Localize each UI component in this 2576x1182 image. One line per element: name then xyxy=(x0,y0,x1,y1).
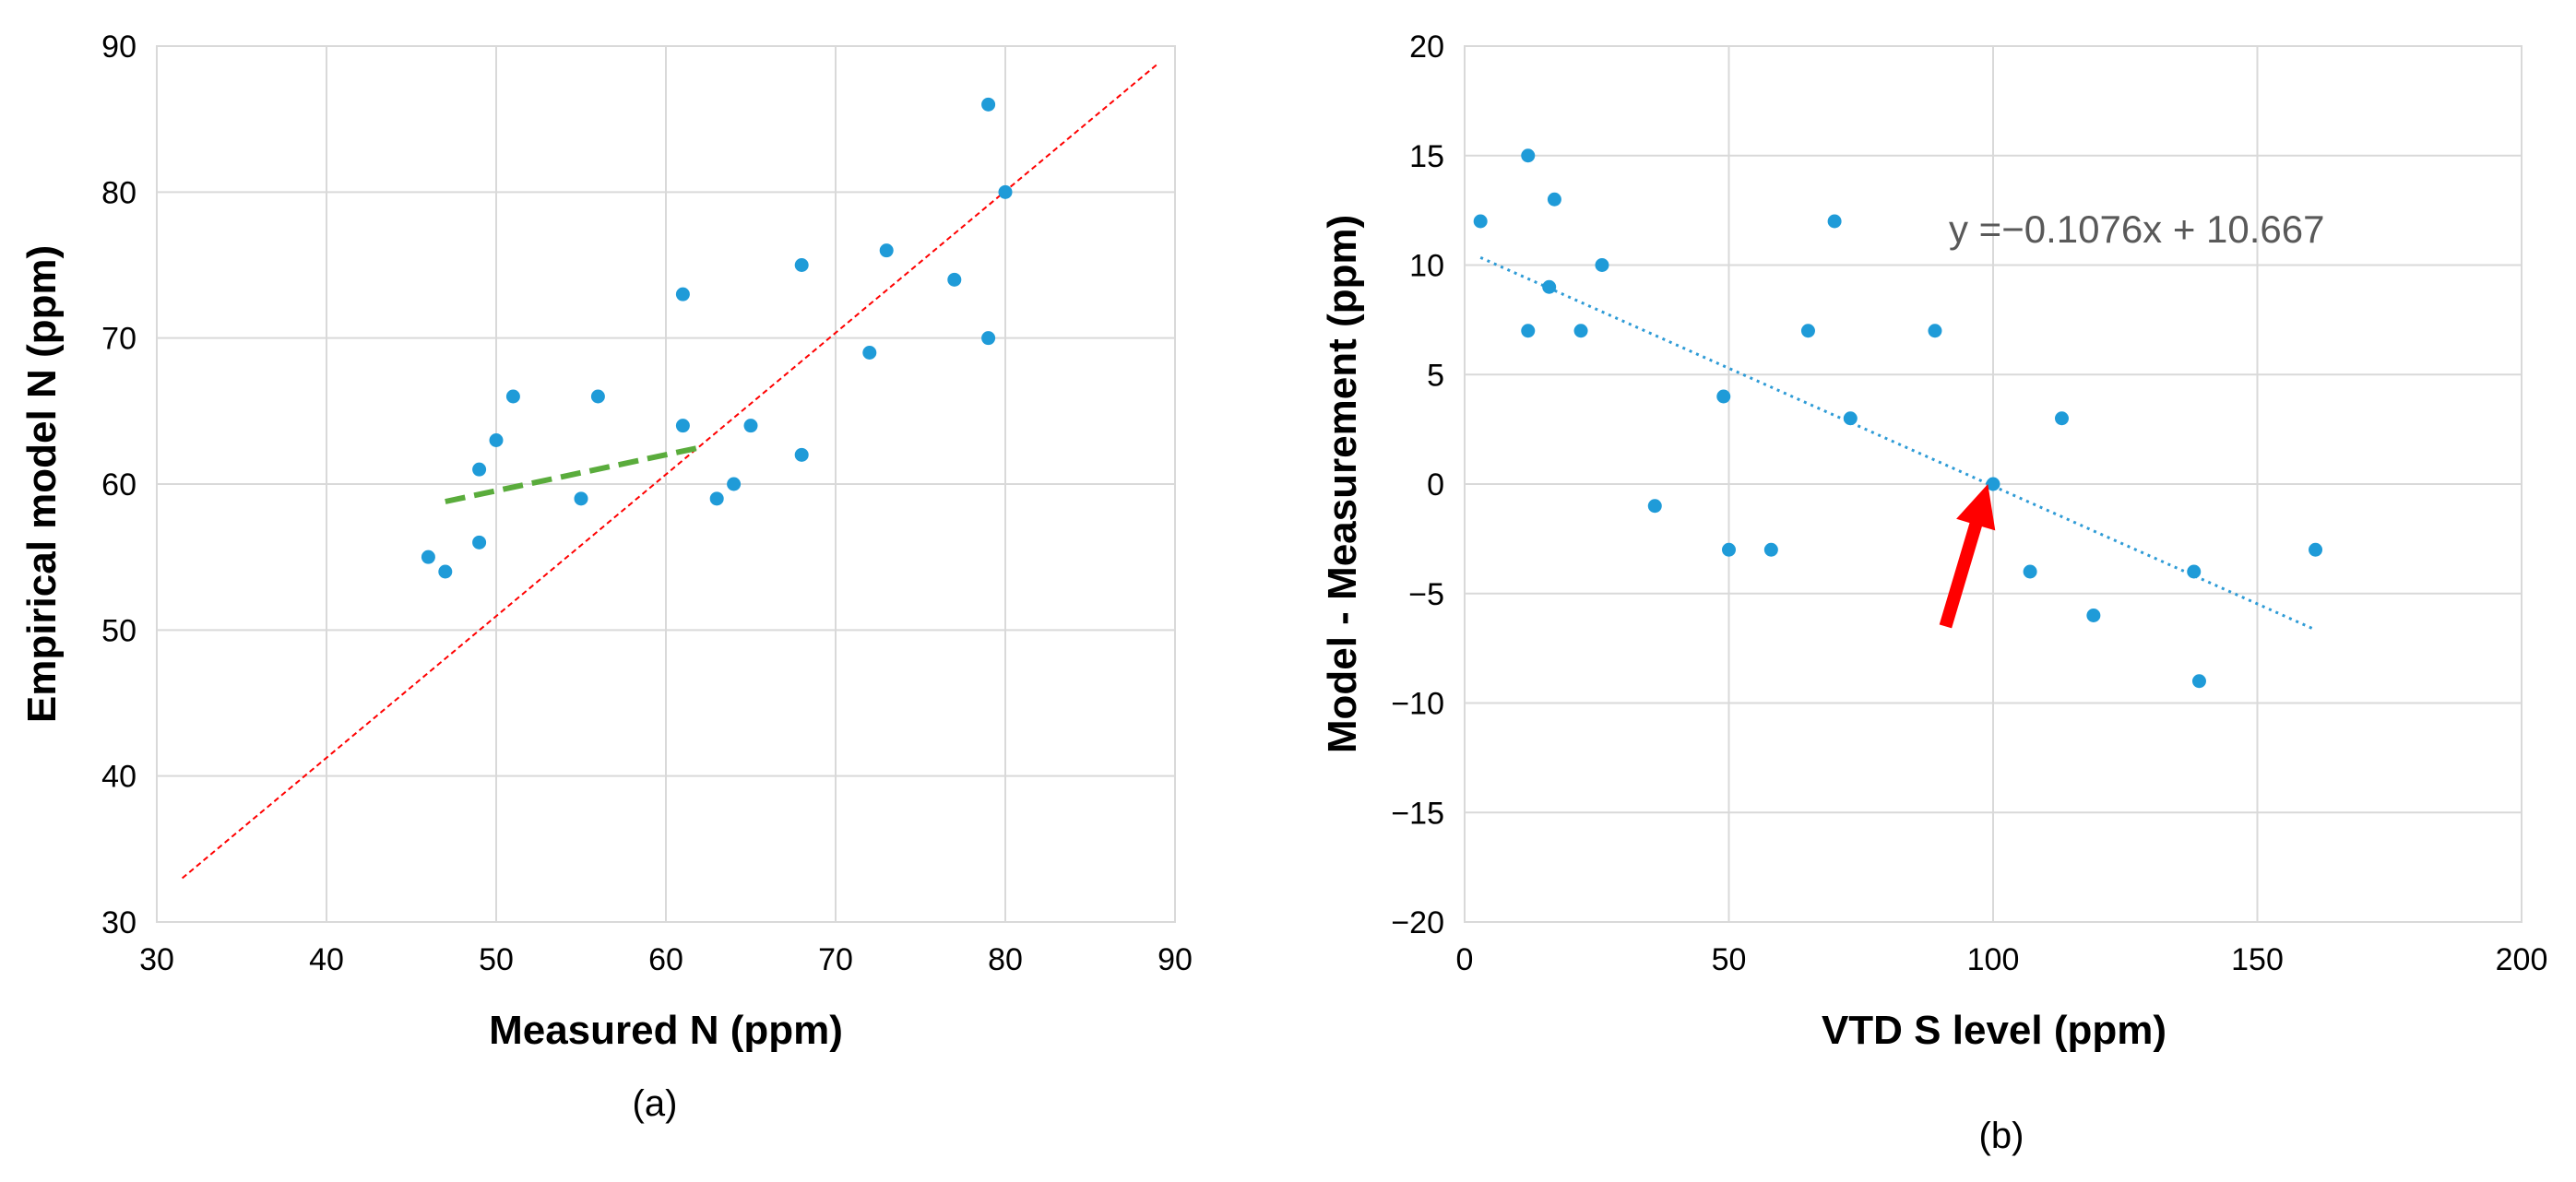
chart-b-data-point xyxy=(1547,192,1561,207)
chart-a-data-point xyxy=(574,491,588,506)
chart-a-x-tick-label: 70 xyxy=(818,942,853,977)
chart-a-data-point xyxy=(981,97,996,112)
chart-b-data-point xyxy=(2309,542,2323,557)
chart-a-data-point xyxy=(947,272,962,287)
chart-b-data-point xyxy=(1473,214,1488,229)
chart-b-data-point xyxy=(1647,499,1662,514)
chart-a-x-tick-label: 40 xyxy=(309,942,344,977)
chart-a-data-point xyxy=(879,243,894,258)
chart-a-y-axis-title: Empirical model N (ppm) xyxy=(19,245,65,723)
chart-b-trendline xyxy=(1479,255,2317,632)
chart-b-arrow-annotation xyxy=(1939,484,1996,629)
chart-b-data-point xyxy=(1722,542,1736,557)
chart-b-y-tick-label: 0 xyxy=(1427,467,1444,502)
chart-b-y-axis-title: Model - Measurement (ppm) xyxy=(1320,215,1365,753)
chart-b-data-point xyxy=(1573,324,1588,338)
chart-a-data-point xyxy=(505,389,520,404)
chart-a-data-point xyxy=(472,535,487,550)
chart-a-x-tick-label: 50 xyxy=(479,942,514,977)
chart-a-data-point xyxy=(862,346,877,360)
chart-a-x-tick-label: 30 xyxy=(139,942,174,977)
chart-a-y-tick-labels: 30 40 50 60 70 80 90 xyxy=(101,30,137,940)
chart-a-data-point xyxy=(998,184,1013,199)
chart-a-data-point xyxy=(794,447,809,462)
chart-a-y-tick-label: 80 xyxy=(101,175,137,210)
chart-b-y-tick-label: 20 xyxy=(1409,30,1444,65)
chart-b-x-tick-label: 150 xyxy=(2231,942,2284,977)
chart-a-x-tick-labels: 30 40 50 60 70 80 90 xyxy=(139,942,1193,977)
chart-a-y-tick-label: 90 xyxy=(101,30,137,65)
chart-a-one-to-one-line xyxy=(181,63,1159,880)
chart-b-data-point xyxy=(2086,609,2101,622)
chart-b-lines xyxy=(1479,255,2317,632)
chart-b-y-tick-label: −5 xyxy=(1408,577,1444,612)
chart-a-data-point xyxy=(743,419,758,433)
chart-b-caption: (b) xyxy=(1979,1116,2024,1156)
chart-b-x-tick-label: 200 xyxy=(2496,942,2548,977)
chart-b-y-tick-label: 5 xyxy=(1427,358,1444,393)
chart-b-data-point xyxy=(1800,324,1815,338)
chart-a-points xyxy=(421,97,1013,579)
chart-b-data-point xyxy=(2054,411,2069,426)
chart-a-data-point xyxy=(438,564,453,579)
chart-b-data-point xyxy=(1521,324,1536,338)
chart-a-data-point xyxy=(794,258,809,272)
chart-b-data-point xyxy=(2187,564,2202,579)
chart-a-data-point xyxy=(590,389,605,404)
chart-b-data-point xyxy=(1843,411,1858,426)
chart-b-y-tick-label: −20 xyxy=(1391,905,1444,940)
chart-a-lines xyxy=(181,63,1159,880)
chart-b-plot-area xyxy=(1464,45,2523,923)
chart-a-x-tick-label: 80 xyxy=(988,942,1023,977)
chart-b-data-point xyxy=(1542,279,1557,294)
chart-a-data-point xyxy=(472,462,487,477)
chart-a-data-point xyxy=(489,433,504,447)
chart-a-data-point xyxy=(675,287,690,301)
chart-b-x-tick-labels: 0 50 100 150 200 xyxy=(1456,942,2548,977)
chart-b-data-point xyxy=(1827,214,1842,229)
chart-a: 30 40 50 60 70 80 90 30 40 50 60 70 80 90 Measured N… xyxy=(19,30,1193,1124)
chart-b-x-tick-label: 50 xyxy=(1712,942,1747,977)
chart-a-y-tick-label: 70 xyxy=(101,322,137,357)
chart-b-data-point xyxy=(1716,389,1731,404)
chart-b-x-axis-title: VTD S level (ppm) xyxy=(1822,1008,2166,1053)
chart-b-data-point xyxy=(2191,674,2206,689)
chart-b-data-point xyxy=(1986,477,2000,491)
chart-b-data-point xyxy=(1763,542,1778,557)
chart-a-data-point xyxy=(727,477,742,491)
chart-a-plot-area xyxy=(156,45,1176,923)
chart-a-trend-line xyxy=(445,444,701,504)
chart-a-y-tick-label: 60 xyxy=(101,467,137,502)
chart-b-x-tick-label: 100 xyxy=(1967,942,2020,977)
chart-a-caption: (a) xyxy=(633,1083,678,1124)
chart-a-data-point xyxy=(981,331,996,346)
chart-a-y-tick-label: 30 xyxy=(101,905,137,940)
chart-a-y-tick-label: 40 xyxy=(101,760,137,795)
chart-a-y-tick-label: 50 xyxy=(101,613,137,648)
chart-b-y-tick-label: 15 xyxy=(1409,139,1444,174)
chart-b-y-tick-labels: 20 15 10 5 0 −5 −10 −15 −20 xyxy=(1391,30,1444,940)
chart-b-data-point xyxy=(1521,148,1536,163)
chart-b-y-tick-label: −15 xyxy=(1391,796,1444,831)
chart-b-data-point xyxy=(1928,324,1942,338)
chart-a-grid xyxy=(156,45,1176,923)
chart-b-y-tick-label: −10 xyxy=(1391,687,1444,722)
chart-b-x-tick-label: 0 xyxy=(1456,942,1474,977)
chart-a-x-axis-title: Measured N (ppm) xyxy=(489,1008,843,1053)
chart-a-x-tick-label: 90 xyxy=(1157,942,1193,977)
chart-b-data-point xyxy=(2023,564,2037,579)
chart-a-x-tick-label: 60 xyxy=(648,942,683,977)
chart-a-data-point xyxy=(709,491,724,506)
chart-b-data-point xyxy=(1595,258,1609,272)
chart-b-points xyxy=(1473,148,2323,689)
chart-b-trendline-equation: y =−0.1076x + 10.667 xyxy=(1949,207,2325,251)
chart-a-data-point xyxy=(675,419,690,433)
chart-a-data-point xyxy=(421,550,435,564)
chart-b-y-tick-label: 10 xyxy=(1409,249,1444,284)
